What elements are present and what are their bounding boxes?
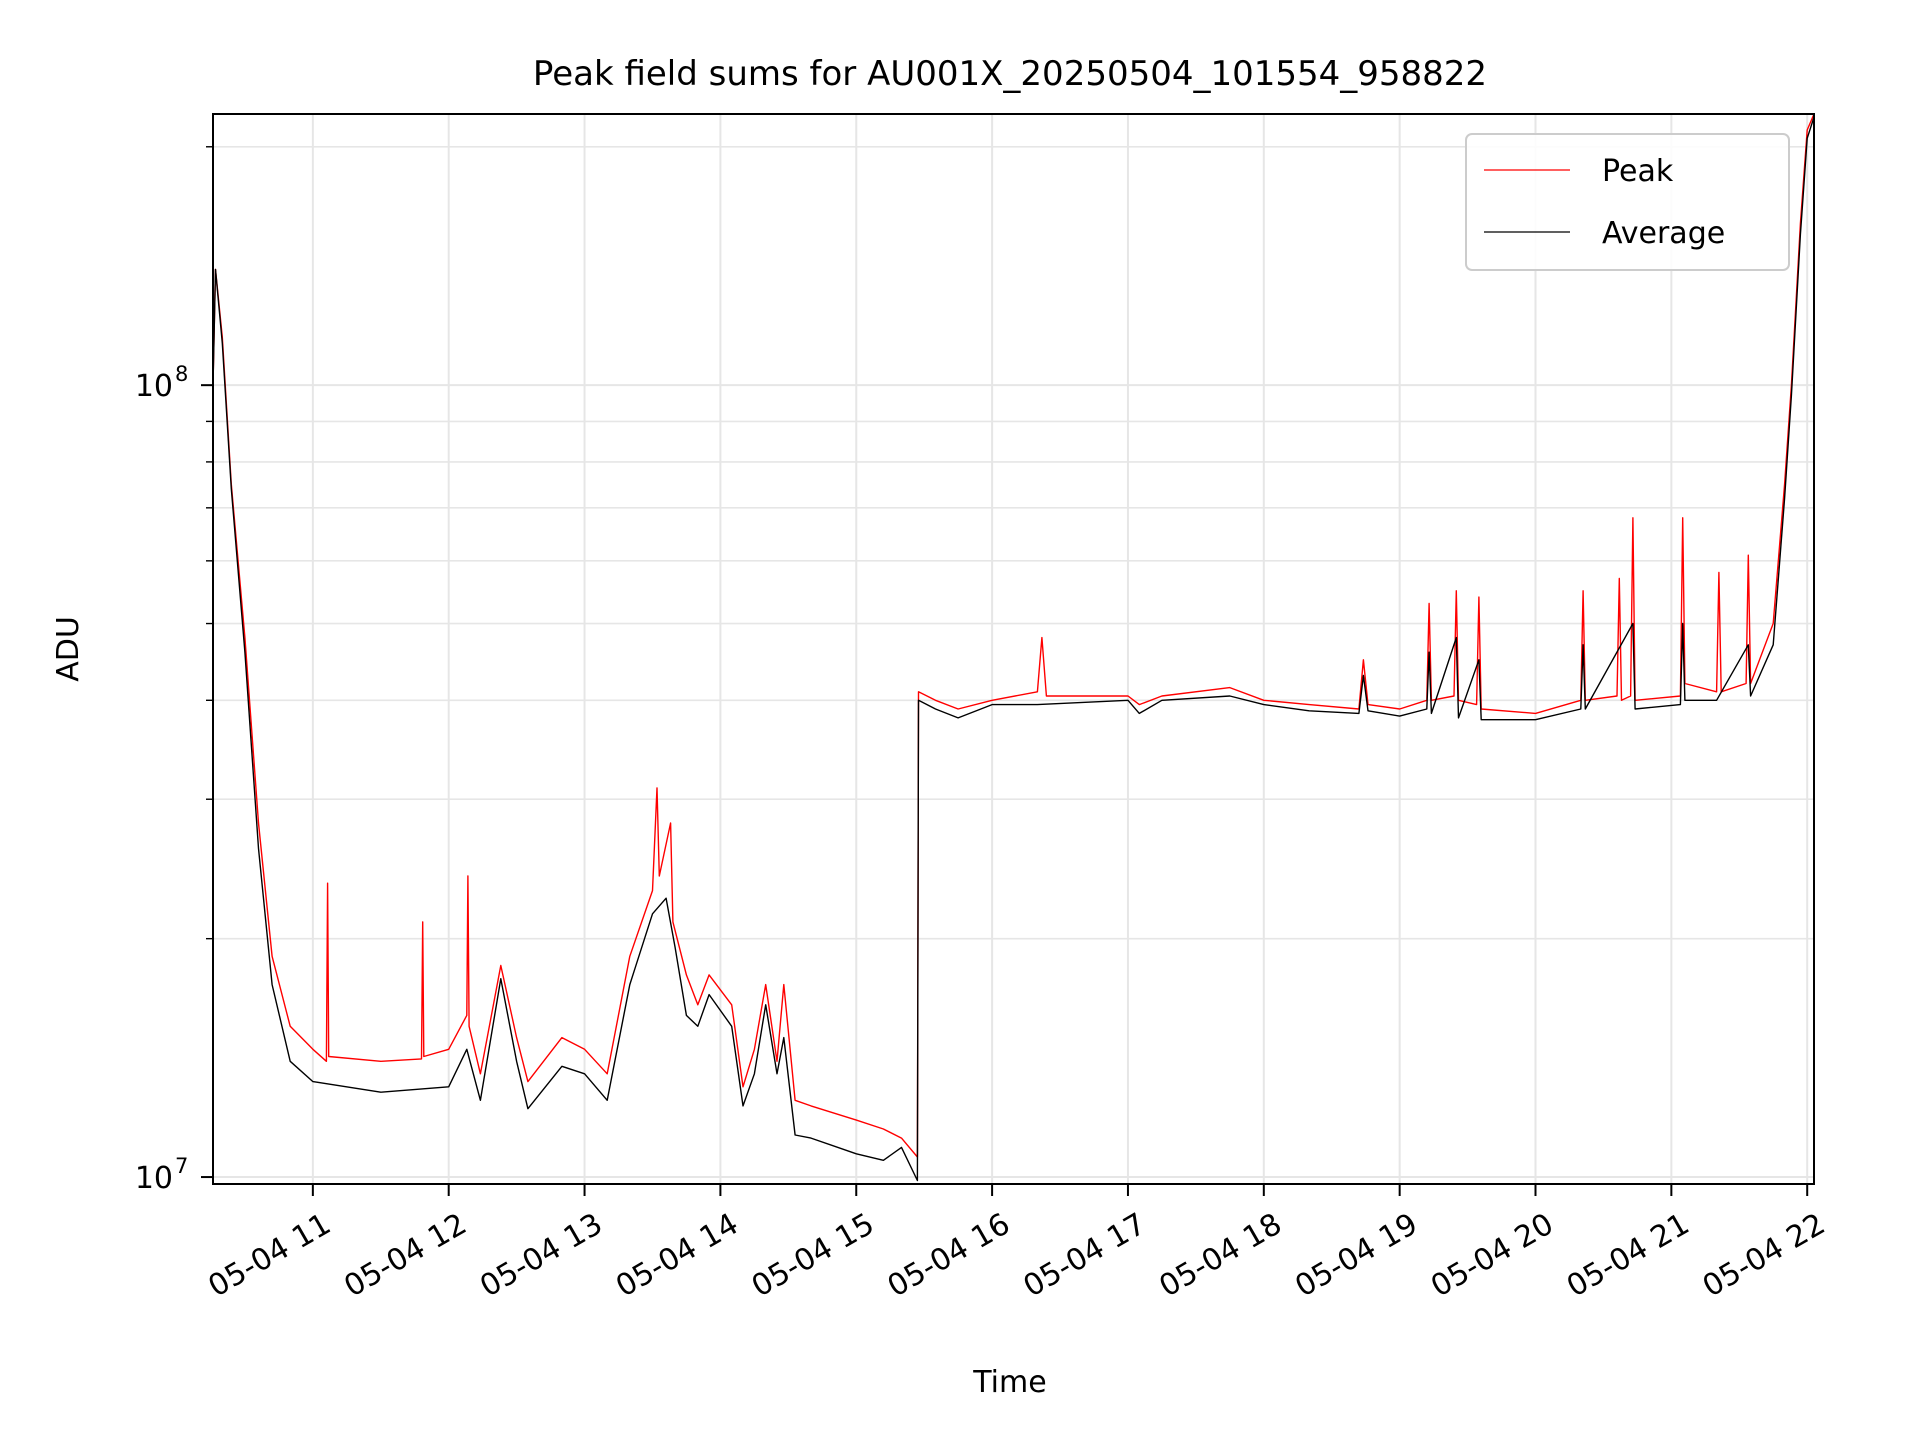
y-tick-label: 10 8	[135, 362, 189, 404]
chart-title: Peak field sums for AU001X_20250504_1015…	[533, 54, 1487, 94]
plot-frame	[212, 113, 1815, 1185]
y-tick-label-base: 10	[135, 1161, 173, 1196]
legend-label-peak: Peak	[1602, 154, 1674, 189]
legend: Peak Average	[1465, 133, 1790, 271]
y-tick-label: 10 7	[135, 1154, 189, 1196]
legend-label-average: Average	[1602, 216, 1725, 251]
grid-layer	[213, 114, 1814, 1184]
series-line-peak	[212, 113, 1815, 1158]
y-tick-label-exponent: 8	[175, 362, 188, 386]
x-axis-label: Time	[972, 1365, 1046, 1400]
legend-box	[1465, 133, 1790, 271]
y-tick-label-exponent: 7	[175, 1154, 188, 1178]
y-axis-label: ADU	[51, 616, 86, 682]
series-layer	[212, 113, 1815, 1182]
series-line-average	[212, 116, 1815, 1182]
y-tick-label-base: 10	[135, 369, 173, 404]
